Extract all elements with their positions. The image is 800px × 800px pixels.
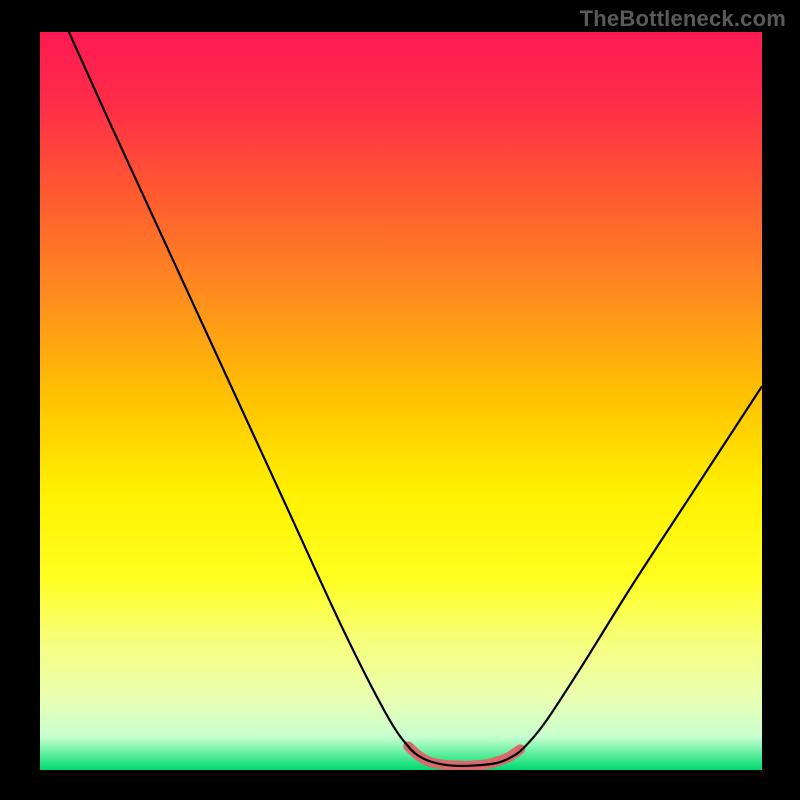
plot-area <box>40 32 762 770</box>
optimal-range-highlight <box>408 746 520 765</box>
bottleneck-curve <box>69 32 762 766</box>
chart-container: TheBottleneck.com <box>0 0 800 800</box>
watermark-text: TheBottleneck.com <box>580 6 786 32</box>
curve-layer <box>40 32 762 770</box>
